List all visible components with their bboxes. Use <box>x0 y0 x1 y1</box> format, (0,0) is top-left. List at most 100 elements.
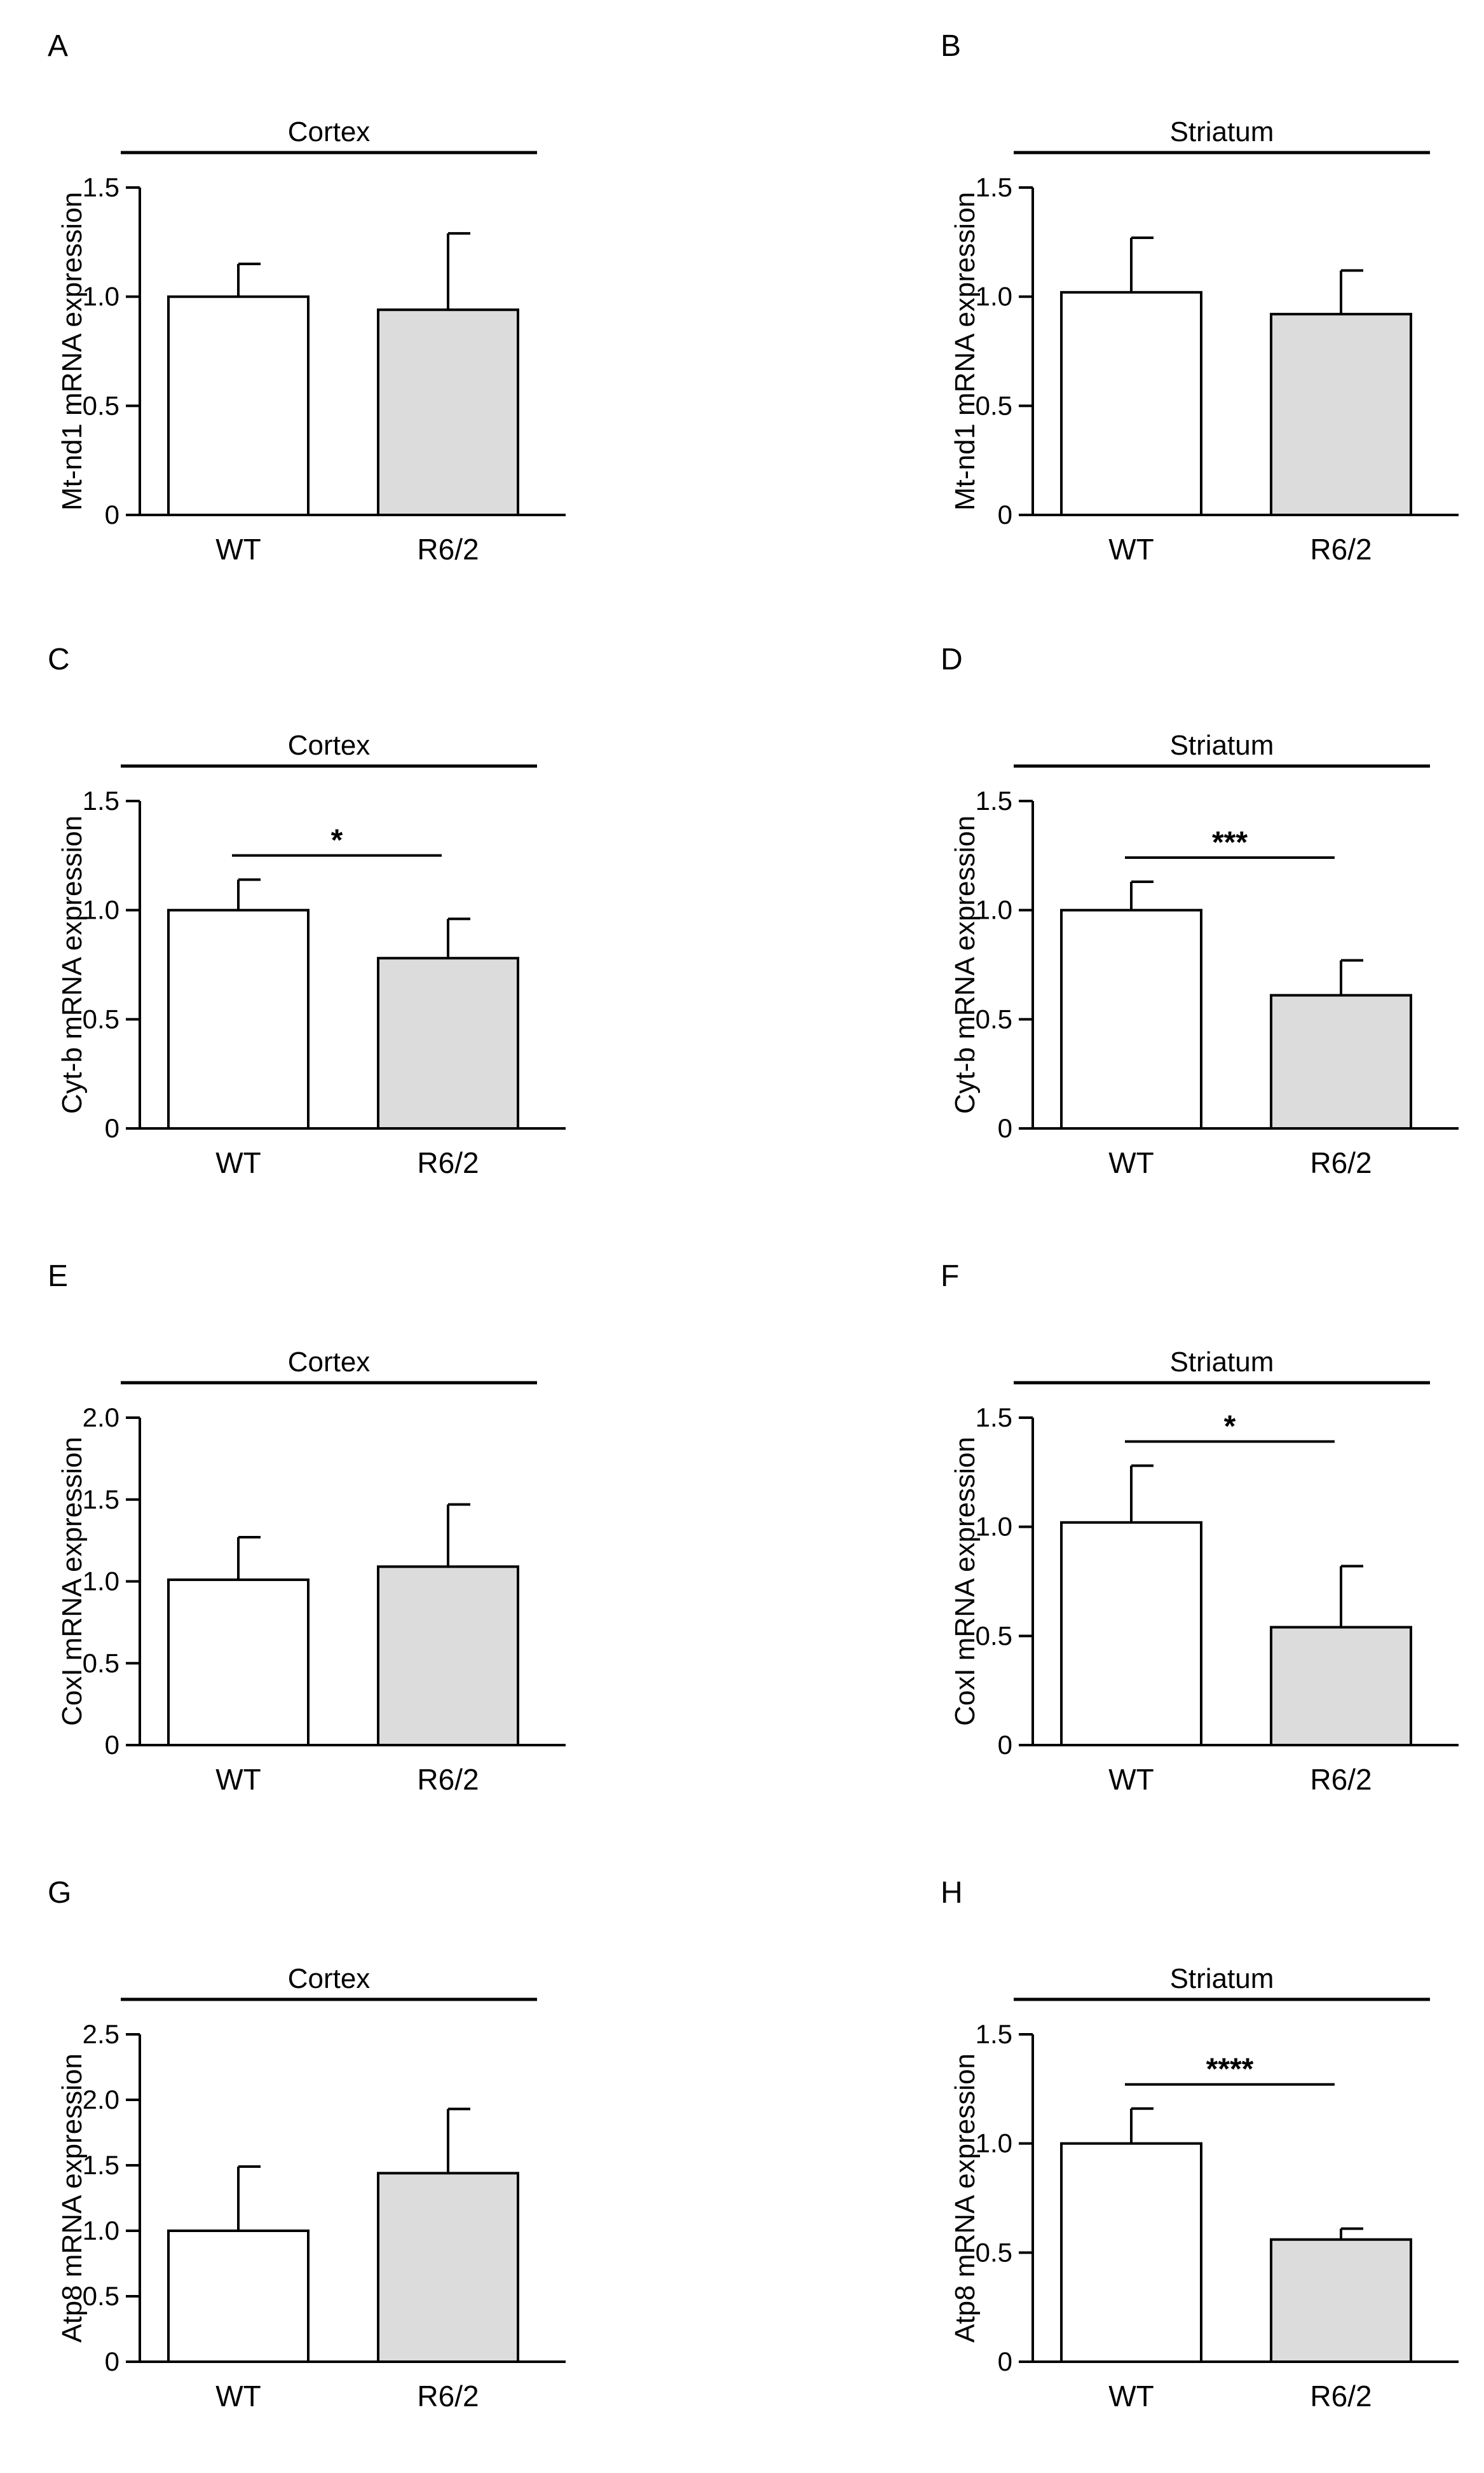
y-tick-label: 1.5 <box>83 1484 119 1514</box>
y-axis-label: Cyt-b mRNA expression <box>950 816 981 1114</box>
y-axis-label: Atp8 mRNA expression <box>57 2053 88 2343</box>
x-category-label: WT <box>215 1763 261 1796</box>
panel-letter: H <box>941 1876 963 1910</box>
x-category-label: WT <box>1108 533 1154 566</box>
x-category-label: R6/2 <box>417 1146 479 1179</box>
y-tick-label: 0 <box>998 1113 1012 1143</box>
x-category-label: WT <box>1108 1146 1154 1179</box>
bar-r62 <box>377 2172 519 2363</box>
y-tick-label: 1.0 <box>83 2216 119 2245</box>
y-axis-label: Mt-nd1 mRNA expression <box>57 192 88 510</box>
x-category-label: R6/2 <box>1310 1146 1372 1179</box>
panel-letter: E <box>48 1259 69 1293</box>
y-tick-label: 2.0 <box>83 2085 119 2114</box>
panel-letter: G <box>48 1876 72 1910</box>
x-category-label: R6/2 <box>1310 1763 1372 1796</box>
bar-wt <box>167 1578 310 1746</box>
y-tick-label: 0.5 <box>83 390 119 420</box>
y-tick-label: 0 <box>105 2346 119 2376</box>
region-title: Striatum <box>1170 730 1274 761</box>
y-tick-label: 1.0 <box>83 282 119 312</box>
region-title: Cortex <box>288 1963 371 1994</box>
y-tick-label: 0 <box>998 500 1012 530</box>
y-tick-label: 1.0 <box>976 895 1012 925</box>
panel-b: B Striatum 0 0.5 1.0 1.5 Mt-nd1 mRNA expressio… <box>941 29 1484 626</box>
chart-h: Striatum 0 0.5 1.0 1.5 Atp8 mRNA expression WT… <box>950 1963 1459 2413</box>
bar-r62 <box>1270 2238 1412 2363</box>
bar-r62 <box>377 957 519 1130</box>
region-title: Cortex <box>288 116 371 147</box>
y-tick-label: 1.0 <box>976 2128 1012 2158</box>
bar-wt <box>1060 2142 1202 2363</box>
significance-mark: *** <box>1212 826 1248 860</box>
figure: A Cortex 0 0.5 1.0 1.5 Mt-nd1 mRNA expression W… <box>48 29 1484 2413</box>
x-category-label: R6/2 <box>417 2380 479 2413</box>
x-category-label: WT <box>1108 2380 1154 2413</box>
x-category-label: R6/2 <box>1310 2380 1372 2413</box>
significance-mark: * <box>1224 1410 1236 1444</box>
y-tick-label: 1.5 <box>976 1402 1012 1432</box>
panel-letter: F <box>941 1259 960 1293</box>
bar-r62 <box>1270 1626 1412 1746</box>
chart-e: Cortex 0 0.5 1.0 1.5 2.0 CoxI mRNA expression W… <box>57 1346 566 1796</box>
panel-f: F Striatum 0 0.5 1.0 1.5 CoxI mRNA expression W… <box>941 1259 1484 1856</box>
y-axis-label: CoxI mRNA expression <box>57 1437 88 1726</box>
y-tick-label: 0.5 <box>83 1004 119 1034</box>
chart-g: Cortex 0 0.5 1.0 1.5 2.0 2.5 Atp8 mRNA expressi… <box>57 1963 566 2413</box>
x-category-label: WT <box>1108 1763 1154 1796</box>
y-tick-label: 1.0 <box>83 895 119 925</box>
panel-g: G Cortex 0 0.5 1.0 1.5 2.0 2.5 Atp8 mRNA express… <box>48 1875 747 2473</box>
y-tick-label: 1.0 <box>83 1566 119 1596</box>
chart-b: Striatum 0 0.5 1.0 1.5Mt-nd1 mRNA expression… <box>950 116 1459 566</box>
panel-h: H Striatum 0 0.5 1.0 1.5 Atp8 mRNA expression W… <box>941 1875 1484 2473</box>
bar-r62 <box>1270 994 1412 1130</box>
panel-letter: D <box>941 643 963 676</box>
y-tick-label: 0.5 <box>976 2237 1012 2267</box>
y-tick-label: 1.5 <box>976 2019 1012 2049</box>
y-axis-label: CoxI mRNA expression <box>950 1437 981 1726</box>
x-category-label: WT <box>215 2380 261 2413</box>
x-category-label: WT <box>215 1146 261 1179</box>
y-tick-label: 2.0 <box>83 1402 119 1432</box>
panel-d: D Striatum 0 0.5 1.0 1.5 Cyt-b mRNA expression… <box>941 642 1484 1240</box>
bar-wt <box>1060 908 1202 1130</box>
significance-mark: * <box>331 824 343 858</box>
x-category-label: WT <box>215 533 261 566</box>
bar-wt <box>1060 1521 1202 1746</box>
y-tick-label: 0.5 <box>976 1004 1012 1034</box>
y-tick-label: 1.0 <box>976 1512 1012 1542</box>
y-tick-label: 1.0 <box>976 282 1012 312</box>
panel-a: A Cortex 0 0.5 1.0 1.5 Mt-nd1 mRNA expression W… <box>48 29 747 626</box>
x-category-label: R6/2 <box>417 533 479 566</box>
chart-a: Cortex 0 0.5 1.0 1.5Mt-nd1 mRNA expression WT… <box>57 116 566 566</box>
bar-wt <box>167 908 310 1130</box>
panel-c: C Cortex 0 0.5 1.0 1.5 Cyt-b mRNA expression WT… <box>48 642 747 1240</box>
y-axis-label: Atp8 mRNA expression <box>950 2053 981 2343</box>
y-tick-label: 0 <box>105 1730 119 1760</box>
region-title: Striatum <box>1170 1346 1274 1378</box>
y-tick-label: 1.5 <box>976 786 1012 816</box>
y-tick-label: 0 <box>998 2346 1012 2376</box>
y-tick-label: 0.5 <box>976 390 1012 420</box>
panel-letter: A <box>48 29 69 63</box>
y-tick-label: 2.5 <box>83 2019 119 2049</box>
region-title: Striatum <box>1170 1963 1274 1994</box>
y-tick-label: 1.5 <box>83 786 119 816</box>
significance-mark: **** <box>1206 2053 1254 2086</box>
bar-r62 <box>377 1565 519 1746</box>
bar-wt <box>1060 291 1202 516</box>
y-tick-label: 0.5 <box>976 1620 1012 1650</box>
region-title: Striatum <box>1170 116 1274 147</box>
bar-wt <box>167 295 310 516</box>
panel-letter: B <box>941 29 962 63</box>
bar-r62 <box>377 308 519 516</box>
bar-wt <box>167 2230 310 2363</box>
y-tick-label: 1.5 <box>976 172 1012 202</box>
y-tick-label: 0.5 <box>83 2281 119 2311</box>
x-category-label: R6/2 <box>1310 533 1372 566</box>
y-tick-label: 0 <box>105 500 119 530</box>
x-category-label: R6/2 <box>417 1763 479 1796</box>
chart-f: Striatum 0 0.5 1.0 1.5 CoxI mRNA expression WT… <box>950 1346 1459 1796</box>
